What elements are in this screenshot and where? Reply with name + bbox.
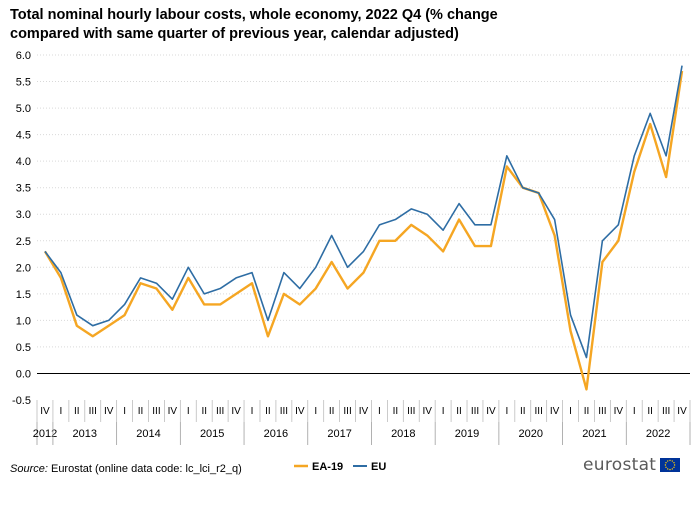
eu-flag-icon: [660, 458, 681, 472]
y-tick-label: 0.5: [16, 342, 31, 354]
y-tick-label: 4.0: [16, 156, 31, 168]
x-axis: IV I II III IV I II III IV I II III IV I II III IV I II III…: [33, 400, 691, 445]
series-line-eu: [44, 65, 683, 359]
flag-star: [671, 460, 674, 462]
y-tick-label: 1.0: [16, 315, 31, 327]
y-tick-label: 5.5: [16, 77, 31, 89]
year-label: 2015: [200, 428, 224, 440]
quarter-label: I: [505, 406, 508, 417]
quarter-label: I: [442, 406, 445, 417]
quarter-label: IV: [486, 406, 496, 417]
quarter-label: III: [662, 406, 670, 417]
source-note: Source: Eurostat (online data code: lc_l…: [10, 463, 242, 475]
quarter-label: III: [152, 406, 160, 417]
quarter-label: IV: [422, 406, 432, 417]
chart-title: Total nominal hourly labour costs, whole…: [10, 7, 498, 42]
quarter-label: I: [633, 406, 636, 417]
quarter-label: IV: [231, 406, 241, 417]
legend-label-eu: EU: [371, 461, 386, 473]
quarter-label: IV: [295, 406, 305, 417]
flag-star: [674, 464, 676, 466]
flag-star: [665, 466, 667, 468]
quarter-label: IV: [359, 406, 369, 417]
source-text: Eurostat (online data code: lc_lci_r2_q): [47, 463, 242, 475]
logo-text: eurostat: [583, 455, 657, 475]
y-axis-ticks: -0.5 0.0 0.5 1.0 1.5 2.0 2.5 3.0 3.5 4.0 4.5 5.0 5.5…: [12, 50, 31, 407]
year-label: 2013: [73, 428, 97, 440]
quarter-label: I: [569, 406, 572, 417]
y-tick-label: 4.5: [16, 130, 31, 142]
quarter-label: III: [471, 406, 479, 417]
legend-label-ea-19: EA-19: [312, 461, 343, 473]
quarter-label: IV: [677, 406, 687, 417]
quarter-label: II: [520, 406, 526, 417]
quarter-label: I: [187, 406, 190, 417]
quarter-label: III: [343, 406, 351, 417]
quarter-label: IV: [104, 406, 114, 417]
y-tick-label: 2.0: [16, 262, 31, 274]
series-lines: [43, 65, 684, 391]
year-label: 2018: [391, 428, 415, 440]
quarter-label: I: [123, 406, 126, 417]
quarter-label: I: [59, 406, 62, 417]
quarter-label: IV: [168, 406, 178, 417]
year-label: 2012: [33, 428, 57, 440]
y-tick-label: 6.0: [16, 50, 31, 62]
flag-star: [669, 468, 671, 471]
y-tick-label: -0.5: [12, 395, 31, 407]
flag-star: [667, 460, 669, 462]
quarter-label: II: [138, 406, 144, 417]
quarter-label: II: [265, 406, 271, 417]
eurostat-logo: eurostat: [583, 455, 681, 475]
y-tick-label: 3.5: [16, 183, 31, 195]
quarter-label: I: [378, 406, 381, 417]
y-tick-label: 5.0: [16, 103, 31, 115]
quarter-label: IV: [40, 406, 50, 417]
year-label: 2019: [455, 428, 479, 440]
quarter-label: II: [393, 406, 399, 417]
gridlines: [37, 54, 690, 374]
quarter-label: III: [89, 406, 97, 417]
quarter-label: III: [598, 406, 606, 417]
source-label: Source:: [10, 463, 48, 475]
flag-star: [671, 468, 674, 470]
year-label: 2017: [327, 428, 351, 440]
year-label: 2020: [518, 428, 542, 440]
year-label: 2014: [136, 428, 160, 440]
quarter-label: I: [314, 406, 317, 417]
quarter-label: II: [74, 406, 80, 417]
quarter-label: II: [647, 406, 653, 417]
flag-star: [673, 462, 675, 464]
quarter-label: IV: [550, 406, 560, 417]
quarter-label: II: [329, 406, 335, 417]
flag-star: [667, 468, 669, 470]
y-tick-label: 1.5: [16, 289, 31, 301]
flag-star: [665, 462, 667, 464]
quarter-label: III: [407, 406, 415, 417]
quarter-label: II: [584, 406, 590, 417]
legend: EA-19 EU: [294, 461, 386, 473]
quarter-label: IV: [614, 406, 624, 417]
series-line-ea-19: [43, 70, 684, 391]
quarter-label: III: [535, 406, 543, 417]
quarter-label: III: [280, 406, 288, 417]
quarter-label: II: [456, 406, 462, 417]
quarter-label: I: [251, 406, 254, 417]
year-label: 2021: [582, 428, 606, 440]
quarter-label: III: [216, 406, 224, 417]
flag-star: [664, 464, 667, 466]
flag-star: [673, 466, 675, 468]
quarter-label: II: [201, 406, 207, 417]
y-tick-label: 0.0: [16, 368, 31, 380]
y-tick-label: 3.0: [16, 209, 31, 221]
flag-star: [669, 459, 671, 462]
y-tick-label: 2.5: [16, 236, 31, 248]
year-label: 2022: [646, 428, 670, 440]
year-label: 2016: [264, 428, 288, 440]
